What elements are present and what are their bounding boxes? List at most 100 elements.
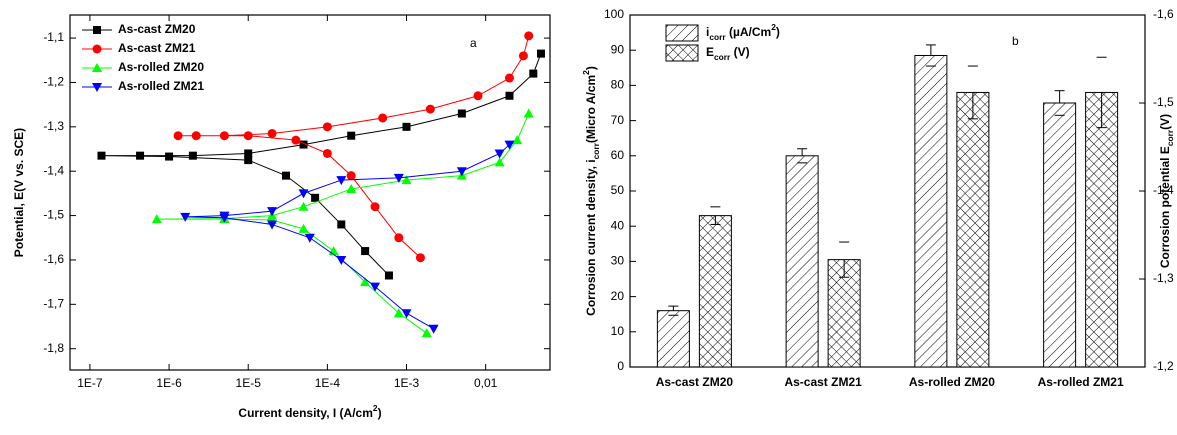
legend-swatch [665,24,699,42]
panel-label: a [470,36,477,50]
y-tick-label: -1,1 [43,30,64,44]
marker [473,91,483,101]
marker [92,44,102,54]
marker [370,202,380,212]
marker [173,131,183,141]
marker [165,152,174,161]
marker [304,233,315,243]
legend-label-part: corr [709,32,726,42]
marker [281,171,290,180]
x-tick-label: 1E-6 [156,376,182,390]
marker [504,140,515,150]
y-tick-label: 90 [611,42,625,56]
marker [298,189,309,199]
marker [456,167,467,177]
y-tick-label: 70 [611,113,625,127]
y-tick-label: 40 [611,218,625,232]
legend-label: Ecorr (V) [706,45,750,62]
marker [244,149,253,158]
marker [415,253,425,263]
legend-label: icorr (µA/Cm2) [706,22,780,42]
y-tick-label: 80 [611,78,625,92]
marker [298,201,309,211]
marker [536,49,545,58]
y2-tick-label: -1,3 [1153,271,1174,285]
marker [401,309,412,319]
marker [512,135,523,145]
marker [505,91,514,100]
marker [401,175,412,185]
marker [336,255,347,265]
y-tick-label: -1,3 [43,119,64,133]
bar [785,155,819,368]
y-tick-label: 50 [611,183,625,197]
marker [370,282,381,292]
y-axis-title-part: corr [591,142,601,159]
marker [219,211,230,221]
marker [267,128,277,138]
y2-axis-title: Corrosion potential Ecorr(V) [1158,114,1175,268]
marker [180,212,191,222]
marker [494,149,505,159]
marker [93,26,101,34]
marker [311,193,320,202]
y-tick-label: -1,2 [43,75,64,89]
legend-label-part: i [706,25,709,39]
y-tick-label: 10 [611,324,625,338]
error-bar [668,305,679,316]
x-tick-label: 1E-7 [77,376,103,390]
x-axis-title-part: 2 [373,403,378,413]
marker [347,131,356,140]
marker [393,173,404,183]
y-axis-title: Potential, E(V vs. SCE) [12,128,26,257]
y2-tick-label: -1,5 [1153,95,1174,109]
y-axis-title: Corrosion current density, icorr(Micro A… [581,66,601,316]
x-axis-title-part: Current density, I (A/cm [238,406,372,420]
marker [92,83,102,92]
y-tick-label: 60 [611,148,625,162]
marker [402,122,411,131]
marker [267,207,278,217]
marker [336,176,347,186]
legend-label-part: corr [714,52,731,62]
legend-label: As-cast ZM20 [118,22,196,36]
error-bar [967,65,978,120]
series-line [185,144,510,330]
legend-label-part: 2 [771,22,776,32]
marker [504,73,514,83]
x-tick-label: 0,01 [474,376,498,390]
x-tick-label: As-rolled ZM21 [1038,375,1124,389]
bar [1043,102,1077,368]
marker [394,233,404,243]
y2-axis-title-part: Corrosion potential E [1158,146,1172,268]
y-axis-title-part: ) [584,66,598,70]
series-line [178,35,530,259]
marker [337,220,346,229]
bar [698,215,732,368]
marker [346,171,356,181]
y-axis-title-part: Corrosion current density, i [584,159,598,315]
marker [219,131,229,141]
y-tick-label: 0 [617,359,624,373]
y-tick-label: 100 [604,7,624,21]
panel-label: b [1012,34,1019,48]
marker [322,148,332,158]
legend-label: As-cast ZM21 [118,41,196,55]
legend-label-part: (V) [730,45,749,59]
marker [457,109,466,118]
y-tick-label: -1,6 [43,252,64,266]
error-bar [797,148,808,164]
error-bar [1096,56,1107,129]
y2-tick-label: -1,4 [1153,183,1174,197]
y2-tick-label: -1,6 [1153,7,1174,21]
x-tick-label: 1E-5 [236,376,262,390]
marker [393,308,404,318]
marker [529,69,538,78]
marker [322,122,332,132]
marker [243,131,253,141]
marker [384,271,393,280]
marker [428,324,439,334]
marker [299,140,308,149]
marker [244,156,253,165]
y-tick-label: -1,8 [43,341,64,355]
